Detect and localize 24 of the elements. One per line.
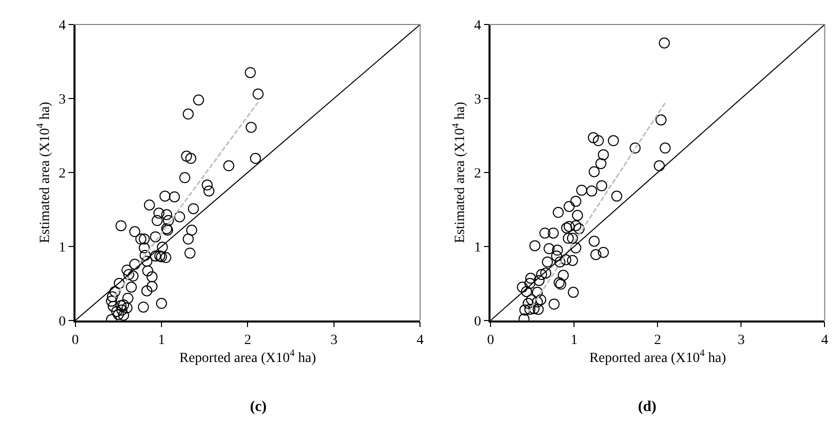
y-tick-label: 0 xyxy=(474,314,482,330)
x-tick-label: 3 xyxy=(330,332,338,348)
y-tick-label: 2 xyxy=(474,166,482,182)
x-tick-label: 4 xyxy=(821,332,828,348)
x-tick-label: 1 xyxy=(570,332,578,348)
y-tick-label: 1 xyxy=(58,240,66,256)
x-axis-title: Reported area (X10$^{4}$ ha) xyxy=(589,348,726,366)
x-tick-label: 0 xyxy=(487,332,494,348)
x-axis-title: Reported area (X10$^{4}$ ha) xyxy=(179,348,316,366)
text: (c) xyxy=(250,399,267,415)
y-tick-label: 4 xyxy=(474,18,482,34)
y-tick-label: 3 xyxy=(58,92,66,108)
y-tick-label: 4 xyxy=(58,18,66,34)
x-tick-label: 4 xyxy=(416,332,424,348)
y-tick-label: 2 xyxy=(58,166,66,182)
x-tick-label: 0 xyxy=(72,332,79,348)
y-tick-label: 1 xyxy=(474,240,482,256)
x-tick-label: 2 xyxy=(244,332,252,348)
x-tick-label: 1 xyxy=(158,332,166,348)
y-tick-label: 3 xyxy=(474,92,482,108)
text: (d) xyxy=(638,399,656,415)
x-tick-label: 3 xyxy=(738,332,745,348)
y-tick-label: 0 xyxy=(58,314,66,330)
x-tick-label: 2 xyxy=(654,332,662,348)
